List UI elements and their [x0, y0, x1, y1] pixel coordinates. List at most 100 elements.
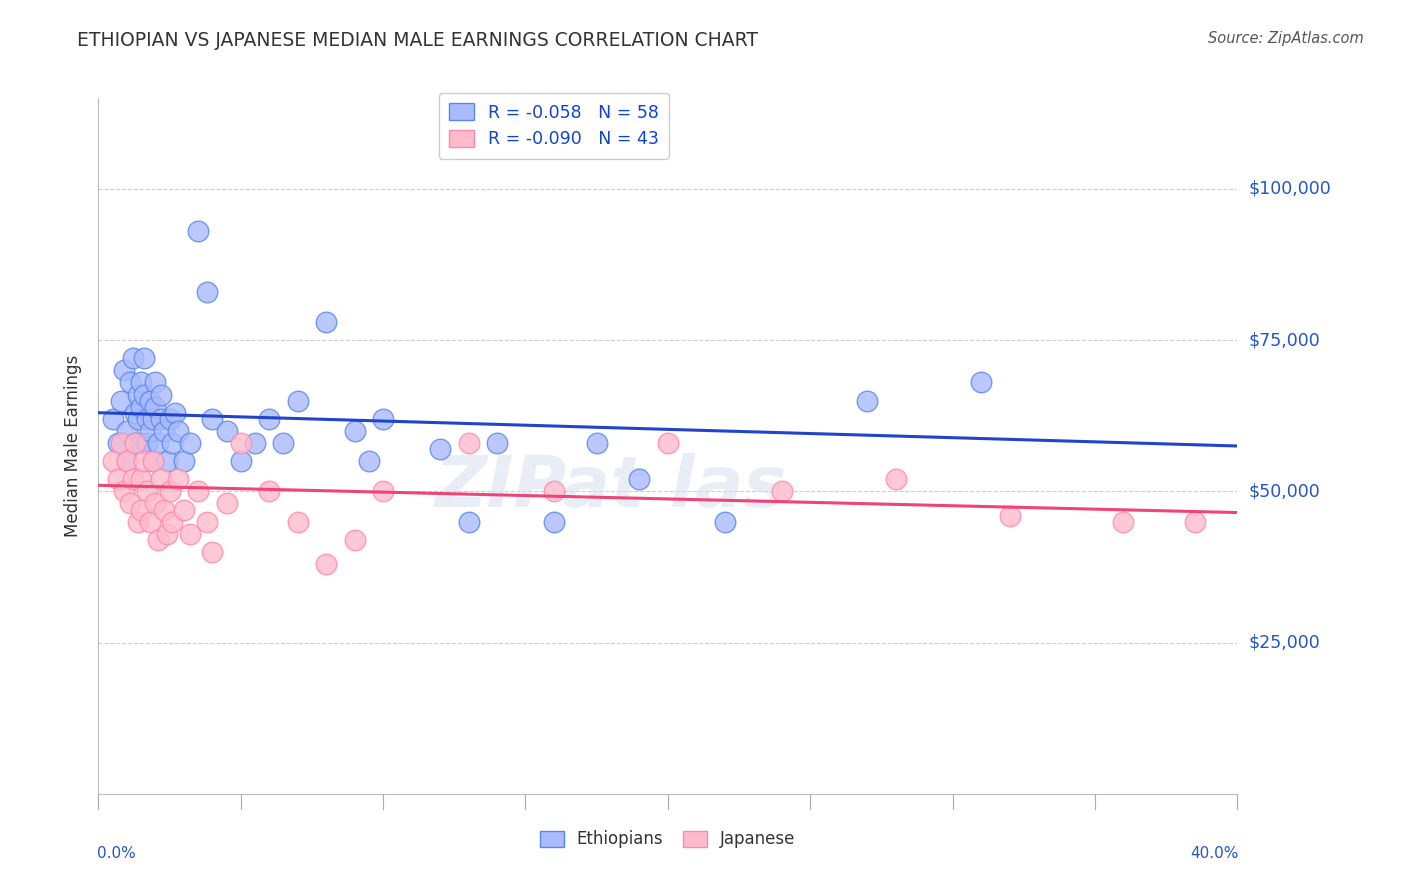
- Point: [486, 436, 509, 450]
- Point: [998, 508, 1021, 523]
- Point: [173, 454, 195, 468]
- Point: [259, 411, 281, 425]
- Point: [201, 545, 224, 559]
- Point: [429, 442, 451, 456]
- Point: [121, 351, 143, 366]
- Point: [970, 376, 993, 390]
- Point: [195, 515, 218, 529]
- Point: [124, 436, 146, 450]
- Point: [243, 436, 266, 450]
- Point: [115, 454, 138, 468]
- Point: [628, 472, 651, 486]
- Point: [159, 484, 181, 499]
- Point: [273, 436, 295, 450]
- Point: [1112, 515, 1135, 529]
- Point: [315, 557, 337, 571]
- Point: [173, 502, 195, 516]
- Text: ZIPat las: ZIPat las: [434, 453, 787, 522]
- Point: [129, 400, 152, 414]
- Point: [112, 363, 135, 377]
- Point: [179, 436, 201, 450]
- Point: [315, 315, 337, 329]
- Text: Source: ZipAtlas.com: Source: ZipAtlas.com: [1208, 31, 1364, 46]
- Point: [129, 502, 152, 516]
- Point: [543, 515, 565, 529]
- Point: [714, 515, 737, 529]
- Point: [201, 411, 224, 425]
- Point: [187, 484, 209, 499]
- Point: [129, 376, 152, 390]
- Point: [145, 400, 167, 414]
- Point: [124, 436, 146, 450]
- Point: [162, 436, 184, 450]
- Point: [229, 436, 252, 450]
- Point: [112, 484, 135, 499]
- Point: [135, 436, 157, 450]
- Text: 40.0%: 40.0%: [1189, 846, 1239, 861]
- Point: [457, 515, 479, 529]
- Point: [138, 515, 160, 529]
- Point: [1184, 515, 1206, 529]
- Point: [101, 411, 124, 425]
- Point: [215, 496, 238, 510]
- Point: [145, 376, 167, 390]
- Point: [118, 376, 141, 390]
- Point: [118, 496, 141, 510]
- Point: [162, 515, 184, 529]
- Point: [287, 515, 309, 529]
- Point: [156, 526, 179, 541]
- Point: [153, 424, 176, 438]
- Point: [373, 411, 395, 425]
- Point: [343, 424, 366, 438]
- Point: [179, 526, 201, 541]
- Point: [127, 387, 149, 401]
- Point: [287, 393, 309, 408]
- Point: [107, 436, 129, 450]
- Point: [187, 224, 209, 238]
- Point: [167, 472, 190, 486]
- Point: [129, 436, 152, 450]
- Point: [373, 484, 395, 499]
- Point: [856, 393, 879, 408]
- Point: [167, 424, 190, 438]
- Text: 0.0%: 0.0%: [97, 846, 136, 861]
- Legend: Ethiopians, Japanese: Ethiopians, Japanese: [533, 824, 803, 855]
- Text: $50,000: $50,000: [1249, 483, 1320, 500]
- Point: [215, 424, 238, 438]
- Point: [107, 472, 129, 486]
- Point: [132, 454, 155, 468]
- Point: [148, 436, 170, 450]
- Point: [159, 411, 181, 425]
- Point: [101, 454, 124, 468]
- Point: [110, 393, 132, 408]
- Text: $25,000: $25,000: [1249, 633, 1320, 652]
- Point: [145, 496, 167, 510]
- Point: [156, 454, 179, 468]
- Point: [884, 472, 907, 486]
- Point: [585, 436, 607, 450]
- Point: [132, 387, 155, 401]
- Point: [132, 351, 155, 366]
- Point: [153, 502, 176, 516]
- Point: [770, 484, 793, 499]
- Point: [115, 454, 138, 468]
- Point: [127, 515, 149, 529]
- Point: [165, 406, 187, 420]
- Y-axis label: Median Male Earnings: Median Male Earnings: [65, 355, 83, 537]
- Point: [127, 411, 149, 425]
- Point: [150, 472, 173, 486]
- Text: ETHIOPIAN VS JAPANESE MEDIAN MALE EARNINGS CORRELATION CHART: ETHIOPIAN VS JAPANESE MEDIAN MALE EARNIN…: [77, 31, 758, 50]
- Point: [543, 484, 565, 499]
- Point: [141, 454, 163, 468]
- Point: [229, 454, 252, 468]
- Point: [138, 393, 160, 408]
- Point: [150, 387, 173, 401]
- Point: [135, 484, 157, 499]
- Point: [110, 436, 132, 450]
- Point: [148, 533, 170, 547]
- Point: [357, 454, 380, 468]
- Point: [195, 285, 218, 299]
- Point: [657, 436, 679, 450]
- Point: [141, 454, 163, 468]
- Text: $75,000: $75,000: [1249, 331, 1320, 349]
